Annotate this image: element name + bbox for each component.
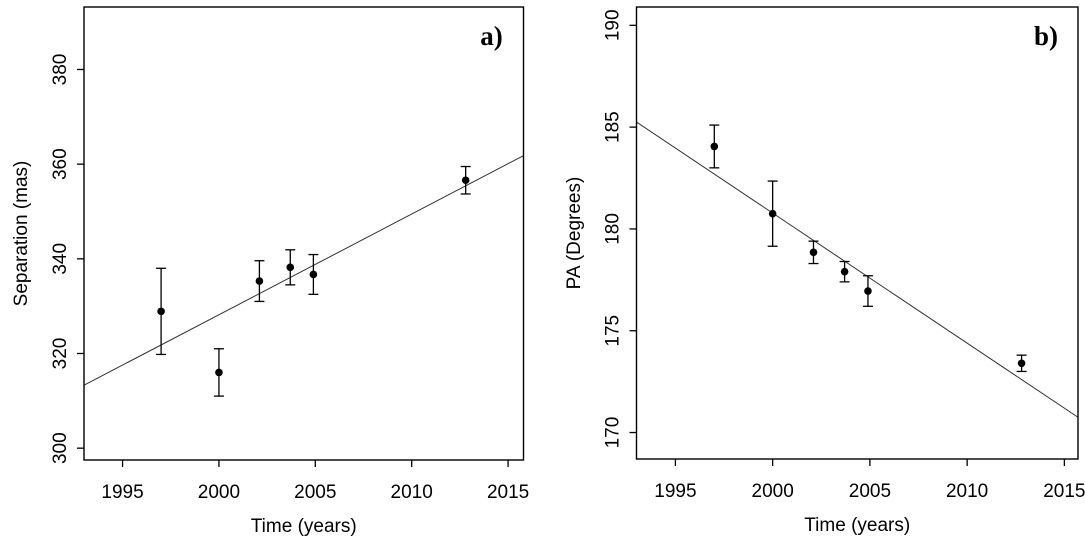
panel-a-y-axis-tick-label: 380	[50, 54, 71, 86]
panel-a-y-axis-tick-label: 320	[50, 338, 71, 370]
panel-a-x-axis-tick-label: 2000	[198, 482, 240, 503]
panel-a-x-axis-tick-label: 1995	[101, 482, 143, 503]
panel-a-data-point	[255, 277, 264, 285]
panel-b-y-axis-tick-label: 185	[603, 111, 624, 143]
panel-a-x-axis-label: Time (years)	[251, 516, 357, 537]
panel-b-y-axis-tick-label: 190	[603, 9, 624, 41]
panel-a-data-point	[215, 368, 223, 377]
panel-b-data-point	[809, 248, 818, 257]
panel-b: 1995 2000 2005 2010 2015 170 175 180 185 190 Time …	[564, 6, 1085, 536]
panel-b-data-point	[768, 209, 777, 218]
panel-b-x-axis-tick-label: 2015	[1043, 481, 1085, 502]
panel-a-x-axis-tick-label: 2005	[294, 482, 336, 503]
panel-b-x-axis-tick-label: 2010	[946, 481, 988, 502]
panel-a-y-axis-tick-label: 360	[50, 148, 71, 180]
panel-b-y-axis-tick-label: 175	[603, 315, 624, 347]
panel-b-data-point	[864, 287, 872, 295]
panel-a-y-axis-tick-label: 300	[50, 432, 71, 464]
panel-b-data-point	[710, 142, 719, 151]
panel-a-x-axis-tick-label: 2010	[391, 482, 433, 503]
panel-b-fit-line	[636, 121, 1079, 418]
panel-a-data-point	[309, 270, 318, 279]
panel-b-data-point	[1017, 359, 1026, 368]
panel-a-y-axis-tick-label: 340	[50, 243, 71, 275]
panel-b-plot-border	[635, 6, 1079, 460]
panel-a-data-point	[286, 263, 295, 272]
panel-a-data-point	[461, 176, 470, 185]
panel-b-x-axis-tick-label: 2000	[752, 481, 794, 502]
panel-a-fit-line	[83, 155, 524, 386]
panel-b-y-axis-label: PA (Degrees)	[564, 177, 585, 290]
panel-a-data-point	[157, 307, 165, 316]
panel-b-x-axis-tick-label: 1995	[654, 481, 696, 502]
panel-a-plot-border	[83, 6, 525, 461]
panel-b-x-axis-tick-label: 2005	[849, 481, 891, 502]
panel-a-letter: a)	[480, 21, 503, 51]
panel-a: 1995 2000 2005 2010 2015 300 320 340 360 380 Time …	[11, 6, 529, 537]
panel-b-letter: b)	[1034, 21, 1058, 51]
panel-a-y-axis-label: Separation (mas)	[11, 161, 32, 307]
panel-b-data-point	[840, 267, 849, 276]
panel-b-x-axis-label: Time (years)	[804, 515, 910, 536]
panel-b-y-axis-tick-label: 170	[603, 417, 624, 449]
panel-a-x-axis-tick-label: 2015	[487, 482, 529, 503]
panel-b-y-axis-tick-label: 180	[603, 213, 624, 245]
